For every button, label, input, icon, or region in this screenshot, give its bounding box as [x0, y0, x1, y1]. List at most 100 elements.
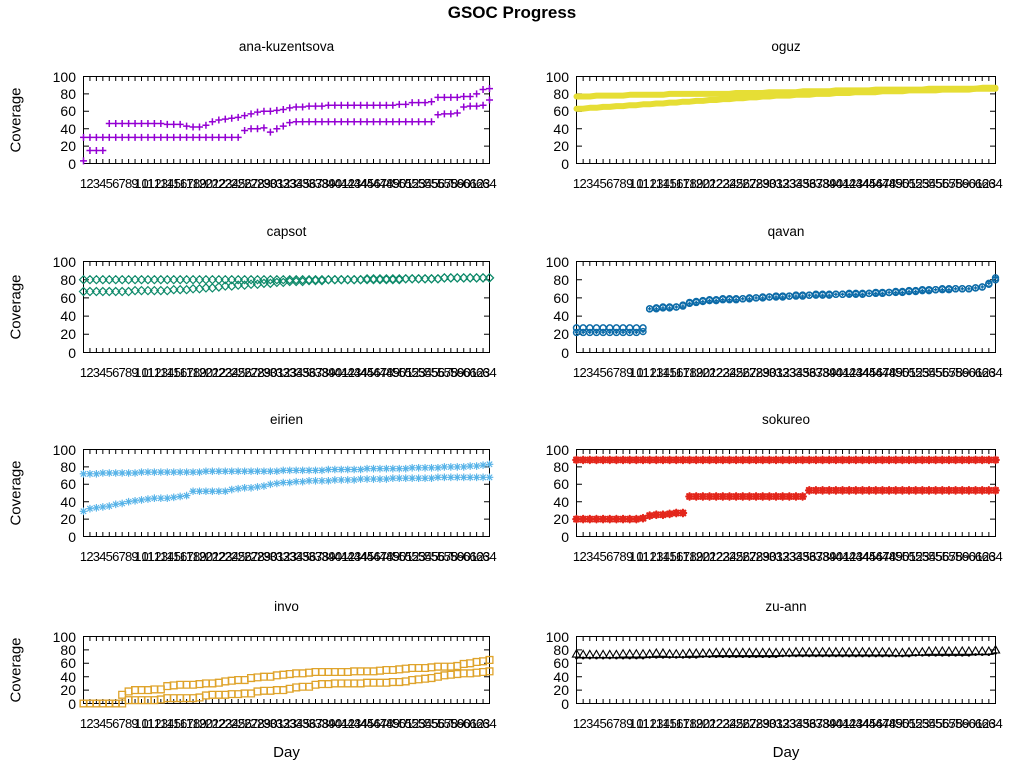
x-tick-label: 45 — [861, 716, 877, 731]
x-tick-label: 56 — [935, 365, 950, 380]
y-tick-label: 20 — [60, 326, 76, 343]
x-tick-label: 7 — [118, 549, 126, 564]
x-tick-label: 4 — [99, 176, 107, 191]
x-tick-label: 9 — [626, 365, 634, 380]
x-tick-label: 45 — [359, 716, 375, 731]
y-tick-label: 100 — [52, 441, 76, 458]
x-tick-label: 55 — [424, 716, 439, 731]
x-tick-label: 23 — [218, 716, 233, 731]
x-tick-label: 60 — [456, 176, 471, 191]
x-tick-label: 22 — [211, 716, 227, 731]
x-tick-label: 55 — [424, 549, 439, 564]
x-tick-label: 23 — [715, 365, 731, 380]
x-tick-label: 60 — [961, 365, 977, 380]
x-tick-label: 53 — [411, 549, 426, 564]
y-tick-label: 80 — [60, 641, 76, 658]
x-tick-label: 34 — [788, 716, 804, 731]
x-tick-label: 58 — [443, 716, 459, 731]
x-tick-label: 29 — [256, 176, 272, 191]
x-tick-label: 52 — [908, 176, 923, 191]
x-tick-label: 57 — [941, 716, 957, 731]
x-tick-label: 12 — [147, 365, 162, 380]
x-tick-label: 51 — [901, 176, 917, 191]
x-tick-label: 60 — [456, 365, 471, 380]
x-tick-label: 1 — [572, 365, 581, 380]
x-tick-label: 49 — [888, 716, 903, 731]
x-tick-label: 14 — [655, 549, 671, 564]
x-tick-label: 44 — [855, 176, 870, 191]
x-tick-label: 39 — [321, 716, 336, 731]
x-tick-label: 54 — [921, 549, 937, 564]
x-tick-label: 41 — [835, 549, 850, 564]
subplot-title-invo: invo — [274, 599, 299, 614]
x-tick-label: 25 — [230, 176, 246, 191]
x-tick-label: 10 — [134, 716, 149, 731]
x-tick-label: 32 — [775, 549, 790, 564]
x-tick-label: 35 — [295, 365, 310, 380]
x-tick-label: 50 — [895, 176, 910, 191]
x-tick-label: 28 — [748, 176, 764, 191]
x-tick-label: 7 — [612, 716, 621, 731]
x-tick-label: 49 — [385, 176, 401, 191]
x-tick-label: 64 — [988, 716, 1003, 731]
x-tick-label: 58 — [948, 716, 963, 731]
x-tick-label: 12 — [147, 716, 162, 731]
x-tick-label: 41 — [835, 365, 850, 380]
x-tick-label: 48 — [379, 716, 394, 731]
x-tick-label: 38 — [314, 365, 330, 380]
x-tick-label: 53 — [411, 176, 426, 191]
x-tick-label: 4 — [592, 365, 601, 380]
x-tick-label: 32 — [276, 365, 291, 380]
x-tick-label: 2 — [86, 365, 94, 380]
y-tick-label: 20 — [553, 682, 569, 699]
x-tick-label: 14 — [160, 176, 175, 191]
x-tick-label: 36 — [301, 365, 317, 380]
x-tick-label: 36 — [301, 176, 317, 191]
x-tick-label: 28 — [748, 549, 764, 564]
x-tick-label: 30 — [762, 176, 777, 191]
x-axis-label: Day — [772, 744, 800, 761]
x-tick-label: 37 — [308, 716, 323, 731]
x-tick-label: 3 — [586, 365, 594, 380]
x-tick-label: 14 — [655, 365, 671, 380]
x-tick-label: 9 — [626, 716, 634, 731]
x-tick-label: 43 — [848, 549, 864, 564]
x-tick-label: 45 — [359, 549, 375, 564]
x-tick-label: 29 — [256, 549, 272, 564]
x-tick-label: 13 — [153, 549, 169, 564]
x-tick-label: 1 — [572, 716, 581, 731]
x-tick-label: 41 — [334, 716, 349, 731]
x-tick-label: 59 — [955, 176, 970, 191]
x-tick-label: 15 — [166, 716, 181, 731]
x-tick-label: 30 — [263, 716, 278, 731]
x-tick-label: 57 — [437, 716, 452, 731]
y-axis-label: Coverage — [7, 274, 25, 340]
x-tick-label: 10 — [134, 176, 149, 191]
x-tick-label: 51 — [398, 176, 413, 191]
x-tick-label: 47 — [372, 716, 388, 731]
x-tick-label: 35 — [795, 176, 810, 191]
x-tick-label: 47 — [875, 176, 890, 191]
x-tick-label: 8 — [619, 176, 627, 191]
x-tick-label: 26 — [735, 365, 750, 380]
x-tick-label: 55 — [928, 365, 943, 380]
x-tick-label: 47 — [372, 549, 388, 564]
chart-title: GSOC Progress — [447, 3, 577, 22]
data-series-markers-zu-ann-2 — [575, 651, 997, 660]
data-series-markers-capsot-2 — [78, 273, 495, 297]
subplot-title-ana-kuzentsova: ana-kuzentsova — [238, 39, 335, 54]
x-tick-label: 24 — [224, 365, 239, 380]
data-series-line-zu-ann-2 — [575, 652, 997, 659]
x-tick-label: 23 — [715, 716, 731, 731]
axis-ticks — [576, 261, 996, 353]
x-tick-label: 30 — [263, 549, 278, 564]
plot-area-eirien: 0 20 40 60 80 100 1 2 3 4 5 6 7 8 9 10 11 12 13 14 15 16 17 18 1… — [53, 443, 497, 564]
y-tick-label: 80 — [60, 458, 76, 475]
x-tick-label: 21 — [205, 176, 220, 191]
x-tick-label: 48 — [881, 716, 897, 731]
x-tick-label: 62 — [974, 176, 990, 191]
x-tick-label: 5 — [105, 549, 113, 564]
x-tick-label: 63 — [981, 176, 997, 191]
x-tick-label: 34 — [288, 365, 304, 380]
chart-canvas-ana-kuzentsova — [80, 76, 493, 165]
